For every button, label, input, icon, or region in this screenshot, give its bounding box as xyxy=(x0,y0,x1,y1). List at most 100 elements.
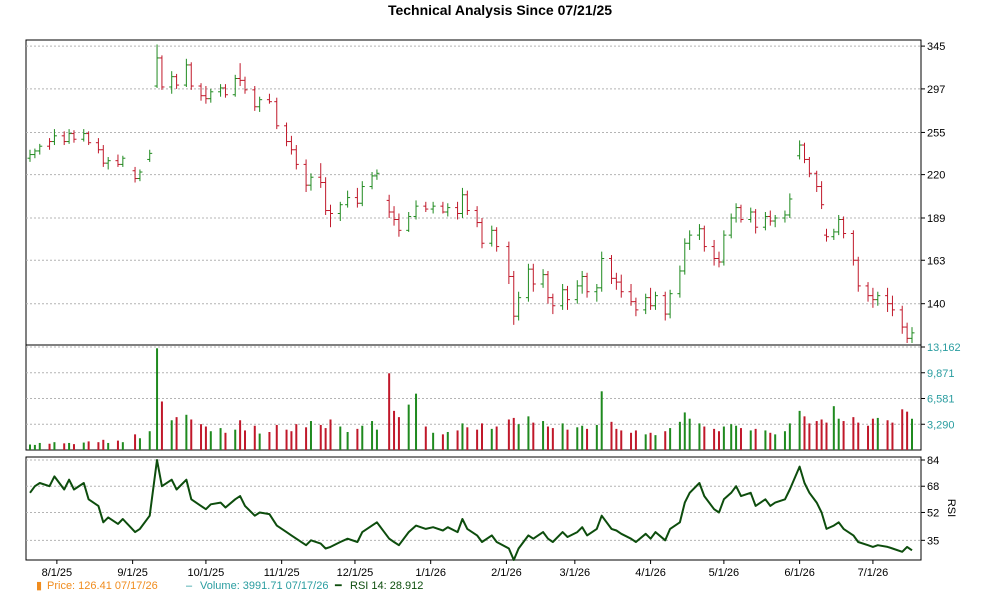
volume-bar xyxy=(871,418,874,450)
rsi-line xyxy=(29,459,913,561)
price-bar xyxy=(198,83,204,101)
price-bar xyxy=(479,217,485,249)
volume-bar xyxy=(72,444,75,450)
price-bar xyxy=(137,169,143,182)
volume-bar xyxy=(138,438,141,450)
volume-bar xyxy=(906,411,909,450)
price-bar xyxy=(540,269,546,288)
volume-bar xyxy=(595,424,598,450)
volume-bar xyxy=(837,418,840,450)
price-bar xyxy=(836,214,842,236)
price-bar xyxy=(885,287,891,312)
volume-bar xyxy=(815,421,818,450)
price-bar xyxy=(423,201,429,213)
volume-bar xyxy=(424,426,427,450)
volume-bar xyxy=(507,419,510,450)
volume-bar xyxy=(722,426,725,450)
date-tick-label: 11/1/25 xyxy=(264,567,300,579)
price-bar xyxy=(288,135,294,155)
volume-bar xyxy=(33,444,36,450)
price-bar xyxy=(904,322,910,343)
price-bar xyxy=(147,149,153,162)
price-bar xyxy=(51,129,57,146)
volume-bar xyxy=(600,391,603,450)
volume-bar xyxy=(170,420,173,450)
price-bar xyxy=(870,287,876,308)
volume-bar xyxy=(371,421,374,450)
volume-bar xyxy=(532,422,535,450)
price-bar xyxy=(889,295,895,317)
price-bar xyxy=(100,145,106,167)
price-bar xyxy=(208,88,214,103)
date-tick-label: 8/1/25 xyxy=(42,567,73,579)
price-tick-label: 220 xyxy=(927,170,945,182)
volume-panel-border xyxy=(25,344,922,451)
price-bar xyxy=(474,206,480,228)
volume-bar xyxy=(446,432,449,450)
volume-bar xyxy=(683,412,686,450)
volume-bar xyxy=(102,439,105,450)
price-bar xyxy=(318,163,324,188)
volume-bar xyxy=(832,406,835,450)
price-bar xyxy=(823,228,829,242)
price-bar xyxy=(677,265,683,298)
price-bar xyxy=(95,138,101,154)
volume-tick-label: 13,162 xyxy=(927,342,961,354)
price-bar xyxy=(284,122,290,147)
price-bar xyxy=(711,239,717,266)
price-bar xyxy=(516,291,522,321)
price-bar xyxy=(81,129,87,142)
date-tick-label: 9/1/25 xyxy=(117,567,148,579)
price-bar xyxy=(174,73,180,89)
price-bar xyxy=(814,170,820,193)
volume-bar xyxy=(886,420,889,450)
price-bar xyxy=(819,181,825,210)
price-gridlines xyxy=(26,45,921,305)
rsi-axis-ticks: 35 52 68 84 xyxy=(921,455,939,547)
volume-bar xyxy=(48,443,51,450)
volume-bar xyxy=(630,432,633,450)
volume-bar xyxy=(456,430,459,450)
volume-bar xyxy=(415,393,418,450)
volume-bar xyxy=(285,429,288,450)
volume-bar xyxy=(107,442,110,450)
price-bar xyxy=(120,155,126,167)
price-axis-ticks: 140 163 189 220 255 297 345 xyxy=(921,41,945,311)
volume-bar xyxy=(82,442,85,450)
price-bar xyxy=(618,274,624,298)
volume-bar xyxy=(305,427,308,450)
volume-bar xyxy=(393,410,396,450)
price-bar xyxy=(232,74,238,97)
legend-volume-marker: – xyxy=(186,580,193,592)
price-bar xyxy=(762,212,768,231)
volume-bar xyxy=(476,429,479,450)
price-bar xyxy=(440,201,446,214)
price-bar xyxy=(806,156,812,178)
volume-bar xyxy=(375,429,378,450)
price-bar xyxy=(662,291,668,321)
price-bar xyxy=(252,86,258,111)
volume-bar xyxy=(517,424,520,450)
volume-bar xyxy=(774,434,777,450)
legend-price-marker: ▮ xyxy=(36,580,42,592)
legend-price-text: Price: 126.41 07/17/26 xyxy=(47,580,158,592)
price-bar xyxy=(728,213,734,239)
volume-bar-series xyxy=(29,348,913,450)
volume-bar xyxy=(717,431,720,450)
volume-bar xyxy=(808,423,811,450)
price-bar xyxy=(32,148,38,159)
volume-bar xyxy=(432,432,435,450)
price-bar xyxy=(154,44,160,88)
volume-tick-label: 6,581 xyxy=(927,394,955,406)
volume-bar xyxy=(735,425,738,450)
rsi-axis-label: RSI xyxy=(945,499,957,517)
price-bar xyxy=(855,256,861,292)
volume-bar xyxy=(669,428,672,450)
volume-bar xyxy=(175,417,178,450)
volume-bar xyxy=(295,424,298,450)
volume-bar xyxy=(148,431,151,450)
volume-bar xyxy=(803,416,806,450)
volume-bar xyxy=(654,435,657,450)
volume-bar xyxy=(634,430,637,450)
price-bar xyxy=(608,255,614,284)
